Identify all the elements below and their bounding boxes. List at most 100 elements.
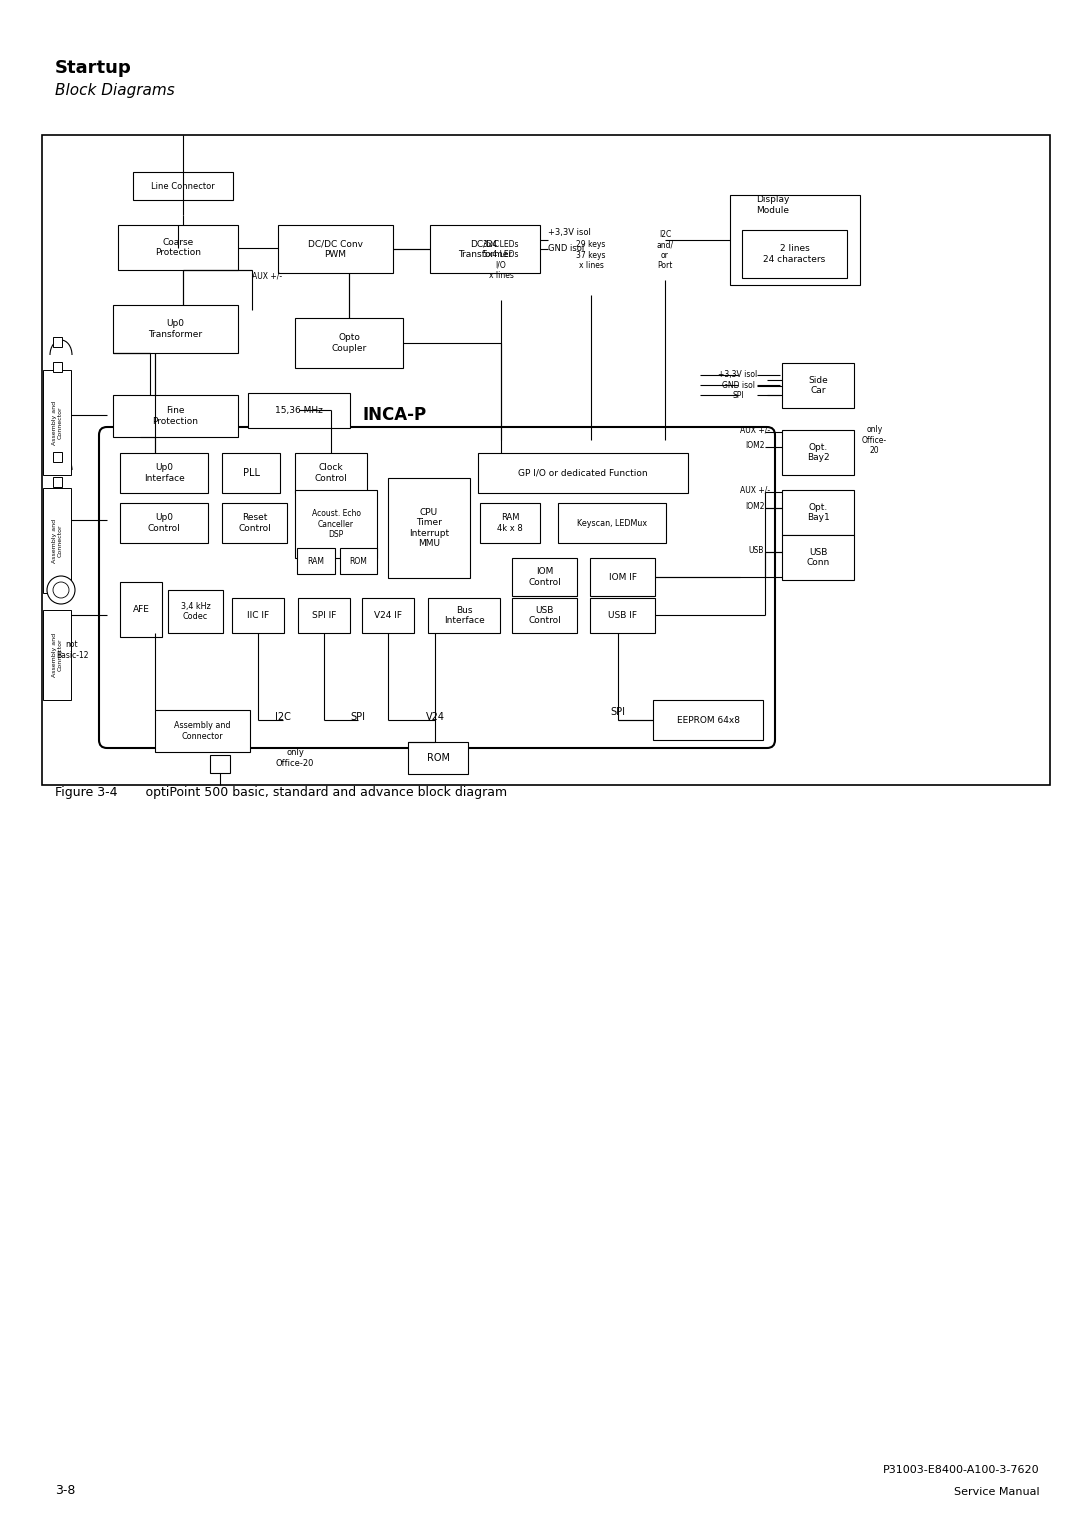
Bar [43,370,71,475]
Bar [53,452,62,461]
Text: GND isol: GND isol [548,243,584,252]
Bar [53,477,62,487]
Bar [388,478,470,578]
Text: IOM IF: IOM IF [608,573,636,582]
Bar [428,597,500,633]
Text: SPI: SPI [351,712,365,723]
Text: Assembly and
Connector: Assembly and Connector [52,633,63,677]
Bar [120,452,208,494]
Text: AUX +/-: AUX +/- [740,425,770,434]
Text: V24 IF: V24 IF [374,611,402,620]
Bar [295,490,377,558]
Text: Side
Car: Side Car [808,376,828,396]
Bar [53,362,62,371]
Text: 29 keys
37 keys
x lines: 29 keys 37 keys x lines [577,240,606,270]
Text: Assembly and
Connector: Assembly and Connector [52,400,63,445]
Text: GP I/O or dedicated Function: GP I/O or dedicated Function [518,469,648,478]
Bar [480,503,540,542]
Text: only
Office-20: only Office-20 [275,749,314,767]
Text: P31003-E8400-A100-3-7620: P31003-E8400-A100-3-7620 [883,1465,1040,1475]
Text: USB: USB [748,545,764,555]
Text: Bus
Interface: Bus Interface [444,605,484,625]
Bar [118,225,238,270]
Text: not
Basic-12: not Basic-12 [56,640,89,660]
Text: Up0
Interface: Up0 Interface [144,463,185,483]
Bar [782,364,854,408]
Bar [408,743,468,775]
Text: Assembly and
Connector: Assembly and Connector [174,721,231,741]
Text: 3-8: 3-8 [55,1484,76,1496]
Text: USB
Control: USB Control [528,605,561,625]
Text: DC/DC Conv
PWM: DC/DC Conv PWM [308,240,363,258]
Text: Clock
Control: Clock Control [314,463,348,483]
Bar [295,318,403,368]
Text: Opto
Coupler: Opto Coupler [332,333,366,353]
Text: AFE: AFE [133,605,149,614]
Text: SPI IF: SPI IF [312,611,336,620]
Bar [222,503,287,542]
Bar [590,558,654,596]
Text: I2C: I2C [275,712,291,723]
Bar [478,452,688,494]
Bar [210,755,230,773]
Bar [782,490,854,535]
Text: AUX +/-: AUX +/- [740,486,770,495]
Bar [730,196,860,286]
Bar [298,597,350,633]
Text: RAM: RAM [308,556,324,565]
Text: 3,4 kHz
Codec: 3,4 kHz Codec [180,602,211,622]
Text: Service Manual: Service Manual [955,1487,1040,1497]
Bar [558,503,666,542]
Text: Coarse
Protection: Coarse Protection [156,238,201,257]
Bar [297,549,335,575]
Text: USB IF: USB IF [608,611,637,620]
Text: ROM: ROM [350,556,367,565]
Bar [43,487,71,593]
Text: Display
Module: Display Module [756,196,789,215]
Bar [120,582,162,637]
Text: Acoust. Echo
Canceller
DSP: Acoust. Echo Canceller DSP [311,509,361,539]
Text: USB
Conn: USB Conn [807,549,829,567]
Text: Reset
Control: Reset Control [238,513,271,533]
Text: SPI: SPI [610,707,625,717]
Bar [156,711,249,752]
Bar [113,396,238,437]
Bar [278,225,393,274]
Bar [248,393,350,428]
Bar [53,338,62,347]
Bar [120,503,208,542]
Bar [512,597,577,633]
Bar [295,452,367,494]
Bar [168,590,222,633]
Text: +3,3V isol: +3,3V isol [548,228,591,237]
Text: Startup: Startup [55,60,132,76]
Circle shape [53,582,69,597]
Bar [232,597,284,633]
Circle shape [48,576,75,604]
Text: I2C
and/
or
Port: I2C and/ or Port [657,229,674,270]
FancyBboxPatch shape [99,426,775,749]
Text: Up0
Control: Up0 Control [148,513,180,533]
Text: 2 lines
24 characters: 2 lines 24 characters [764,244,825,264]
Bar [133,173,233,200]
Text: RAM
4k x 8: RAM 4k x 8 [497,513,523,533]
Text: IOM2: IOM2 [745,501,765,510]
Bar [42,134,1050,785]
Bar [222,452,280,494]
Text: DC/DC
Transformer: DC/DC Transformer [458,240,512,258]
Text: Opt.
Bay1: Opt. Bay1 [807,503,829,523]
Text: V24: V24 [426,712,445,723]
Text: IOM
Control: IOM Control [528,567,561,587]
Text: Fine
Protection: Fine Protection [152,406,199,426]
Text: PLL: PLL [243,468,259,478]
Bar [512,558,577,596]
Text: Line Connector: Line Connector [151,182,215,191]
Bar [362,597,414,633]
Text: Block Diagrams: Block Diagrams [55,83,175,98]
Bar [742,231,847,278]
Text: 3x4 LEDs
5x4 LEDs
I/O
x lines: 3x4 LEDs 5x4 LEDs I/O x lines [483,240,518,280]
Bar [430,225,540,274]
Bar [653,700,762,740]
Bar [43,610,71,700]
Text: Up0
Transformer: Up0 Transformer [148,319,203,339]
